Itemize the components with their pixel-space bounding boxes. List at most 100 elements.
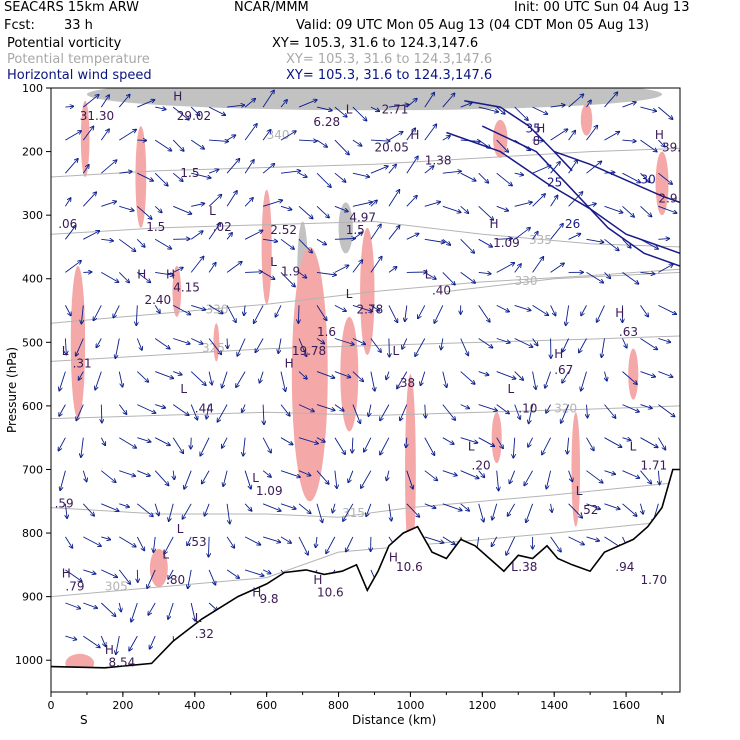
wind-vector-63 (118, 404, 126, 415)
wind-speed-label-3: 35 (525, 122, 540, 136)
wind-vector-85 (136, 536, 144, 551)
wind-vector-123 (168, 602, 174, 619)
wind-vector-94 (154, 238, 171, 249)
wind-vector-194 (244, 569, 264, 576)
wind-vector-58 (119, 238, 135, 251)
theta-label-6: 335 (529, 233, 552, 247)
wind-vector-81 (137, 404, 155, 413)
wind-vector-101 (154, 470, 168, 486)
wind-vector-542 (604, 172, 615, 173)
wind-vector-265 (316, 536, 317, 547)
wind-vector-458 (514, 371, 524, 380)
wind-vector-455 (514, 264, 521, 273)
field-label-54: .79 (65, 579, 84, 593)
pv-pink-region-17 (149, 548, 168, 588)
x-end-label: N (656, 713, 665, 727)
field-label-71: H (655, 128, 664, 142)
field-label-73: 2.9 (658, 191, 677, 205)
wind-vector-568 (622, 438, 631, 441)
wind-vector-103 (153, 536, 155, 552)
wind-vector-275 (334, 265, 349, 273)
wind-vector-48 (101, 503, 118, 511)
wind-vector-134 (190, 371, 206, 386)
wind-vector-30 (82, 503, 94, 516)
y-tick-label-2: 300 (22, 209, 43, 222)
wind-vector-84 (137, 503, 153, 517)
theta-line-2 (51, 405, 680, 420)
wind-vector-515 (568, 470, 573, 482)
wind-vector-106 (150, 635, 156, 649)
wind-vector-199 (262, 130, 270, 141)
wind-vector-576 (640, 106, 657, 111)
wind-vector-66 (119, 503, 129, 507)
field-label-67: .06 (58, 217, 77, 231)
wind-vector-346 (406, 234, 419, 240)
wind-vector-343 (406, 128, 415, 141)
field-label-3: 1.5 (180, 166, 199, 180)
wind-vector-372 (424, 503, 436, 508)
wind-vector-307 (370, 140, 390, 141)
wind-vector-584 (640, 371, 656, 377)
wind-vector-19 (82, 127, 93, 141)
wind-vector-508 (568, 234, 581, 240)
field-label-72: 39.9 (662, 141, 689, 155)
wind-vector-108 (172, 106, 189, 120)
wind-vector-224 (280, 371, 285, 392)
x-tick-label-5: 1000 (396, 699, 424, 712)
wind-vector-191 (244, 470, 251, 489)
wind-vector-524 (586, 161, 602, 174)
wind-vector-2 (65, 159, 77, 174)
wind-vector-243 (298, 404, 314, 412)
wind-vector-499 (550, 536, 561, 552)
wind-vector-587 (640, 470, 652, 484)
wind-vector-278 (334, 371, 350, 378)
wind-vector-5 (65, 261, 81, 273)
wind-vector-270 (334, 106, 347, 117)
wind-vector-529 (579, 338, 587, 353)
wind-vector-505 (568, 131, 576, 141)
field-label-24: L (425, 268, 432, 282)
wind-vector-444 (492, 503, 498, 520)
field-label-1: 29.02 (177, 109, 211, 123)
wind-vector-218 (280, 171, 300, 174)
wind-vector-344 (406, 157, 418, 174)
field-label-15: 1.38 (425, 153, 452, 167)
wind-vector-452 (514, 173, 524, 175)
wind-vector-459 (514, 404, 520, 419)
field-label-60: 10.6 (317, 586, 344, 600)
wind-vector-43 (96, 338, 102, 348)
wind-vector-600 (658, 304, 676, 314)
wind-vector-400 (460, 238, 475, 253)
wind-vector-333 (380, 404, 390, 421)
wind-vector-242 (298, 371, 307, 379)
wind-vector-476 (532, 371, 536, 390)
theta-line-7 (51, 147, 680, 178)
field-label-65: L (62, 344, 69, 358)
wind-speed-label-2: 30 (640, 172, 655, 186)
wind-vector-325 (388, 132, 403, 141)
pv-pink-region-3 (172, 266, 182, 317)
wind-vector-185 (245, 272, 262, 273)
wind-vector-451 (514, 139, 530, 150)
wind-vector-39 (101, 201, 116, 207)
wind-vector-511 (562, 338, 570, 352)
wind-vector-34 (83, 635, 100, 647)
wind-vector-471 (532, 194, 545, 207)
wind-vector-492 (550, 305, 556, 315)
field-label-37: L (180, 382, 187, 396)
wind-vector-421 (478, 338, 493, 348)
wind-vector-453 (514, 202, 532, 207)
model-title: SEAC4RS 15km ARW (4, 0, 140, 15)
wind-vector-332 (386, 371, 389, 380)
wind-vector-381 (442, 205, 461, 212)
pv-gray-region-1 (338, 202, 353, 254)
wind-vector-298 (352, 437, 353, 453)
wind-vector-441 (496, 404, 509, 414)
wind-vector-33 (83, 602, 97, 608)
org-title: NCAR/MMM (234, 0, 309, 15)
wind-vector-588 (641, 503, 644, 514)
wind-vector-207 (263, 404, 264, 425)
wind-vector-604 (658, 437, 665, 450)
wind-vector-110 (172, 172, 183, 181)
